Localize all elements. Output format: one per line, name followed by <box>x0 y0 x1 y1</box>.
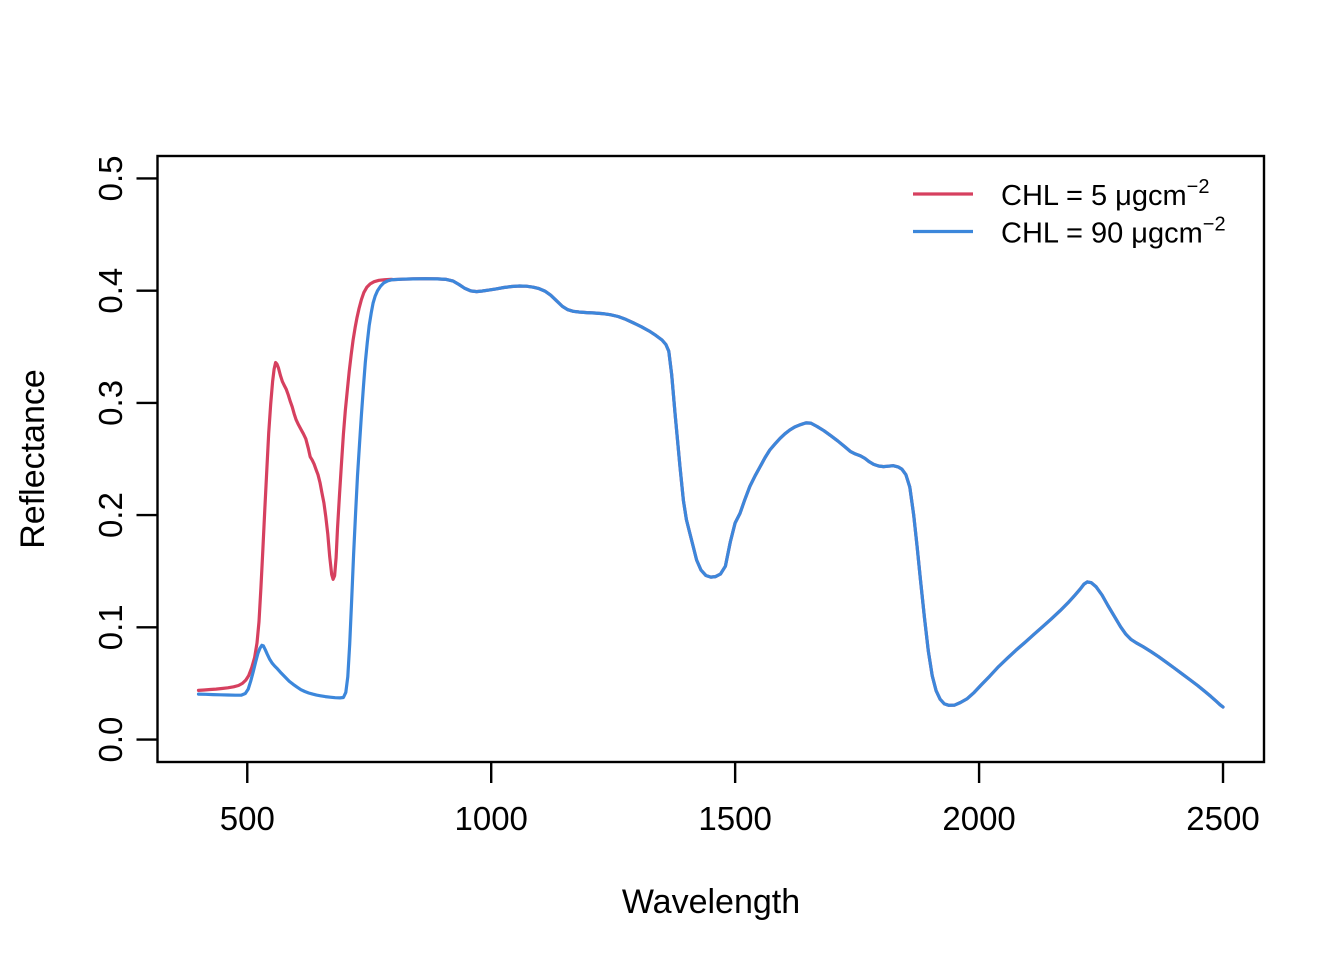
x-axis-title: Wavelength <box>622 883 800 921</box>
x-tick-label-2000: 2000 <box>942 800 1015 837</box>
y-axis-title: Reflectance <box>14 369 52 549</box>
legend-label-chl-5-superscript: −2 <box>1187 176 1210 198</box>
legend-label-chl-90-superscript: −2 <box>1203 214 1226 236</box>
x-axis-ticks: 500 1000 1500 2000 2500 <box>220 762 1260 837</box>
y-tick-label-0.4: 0.4 <box>92 268 129 314</box>
series-line-chl-5 <box>196 277 1225 709</box>
y-axis-ticks: 0.0 0.1 0.2 0.3 0.4 0.5 <box>92 156 158 763</box>
y-tick-label-0.1: 0.1 <box>92 604 129 650</box>
x-tick-label-500: 500 <box>220 800 275 837</box>
y-tick-label-0.2: 0.2 <box>92 492 129 538</box>
plot-frame <box>156 154 1266 764</box>
x-tick-label-1000: 1000 <box>454 800 527 837</box>
series-lines <box>196 277 1225 709</box>
series-line-chl-90 <box>196 277 1225 709</box>
legend-label-chl-5-main: CHL = 5 μgcm <box>1001 180 1187 212</box>
legend-markers <box>913 192 973 234</box>
x-tick-label-2500: 2500 <box>1186 800 1259 837</box>
y-tick-label-0.5: 0.5 <box>92 156 129 202</box>
legend-label-chl-90-main: CHL = 90 μgcm <box>1001 218 1203 250</box>
legend-label-chl-90: CHL = 90 μgcm−2 <box>1001 214 1226 250</box>
y-tick-label-0.3: 0.3 <box>92 380 129 426</box>
x-tick-label-1500: 1500 <box>698 800 771 837</box>
plot-box <box>156 154 1266 764</box>
legend-label-chl-5: CHL = 5 μgcm−2 <box>1001 176 1209 212</box>
y-tick-label-0.0: 0.0 <box>92 717 129 763</box>
